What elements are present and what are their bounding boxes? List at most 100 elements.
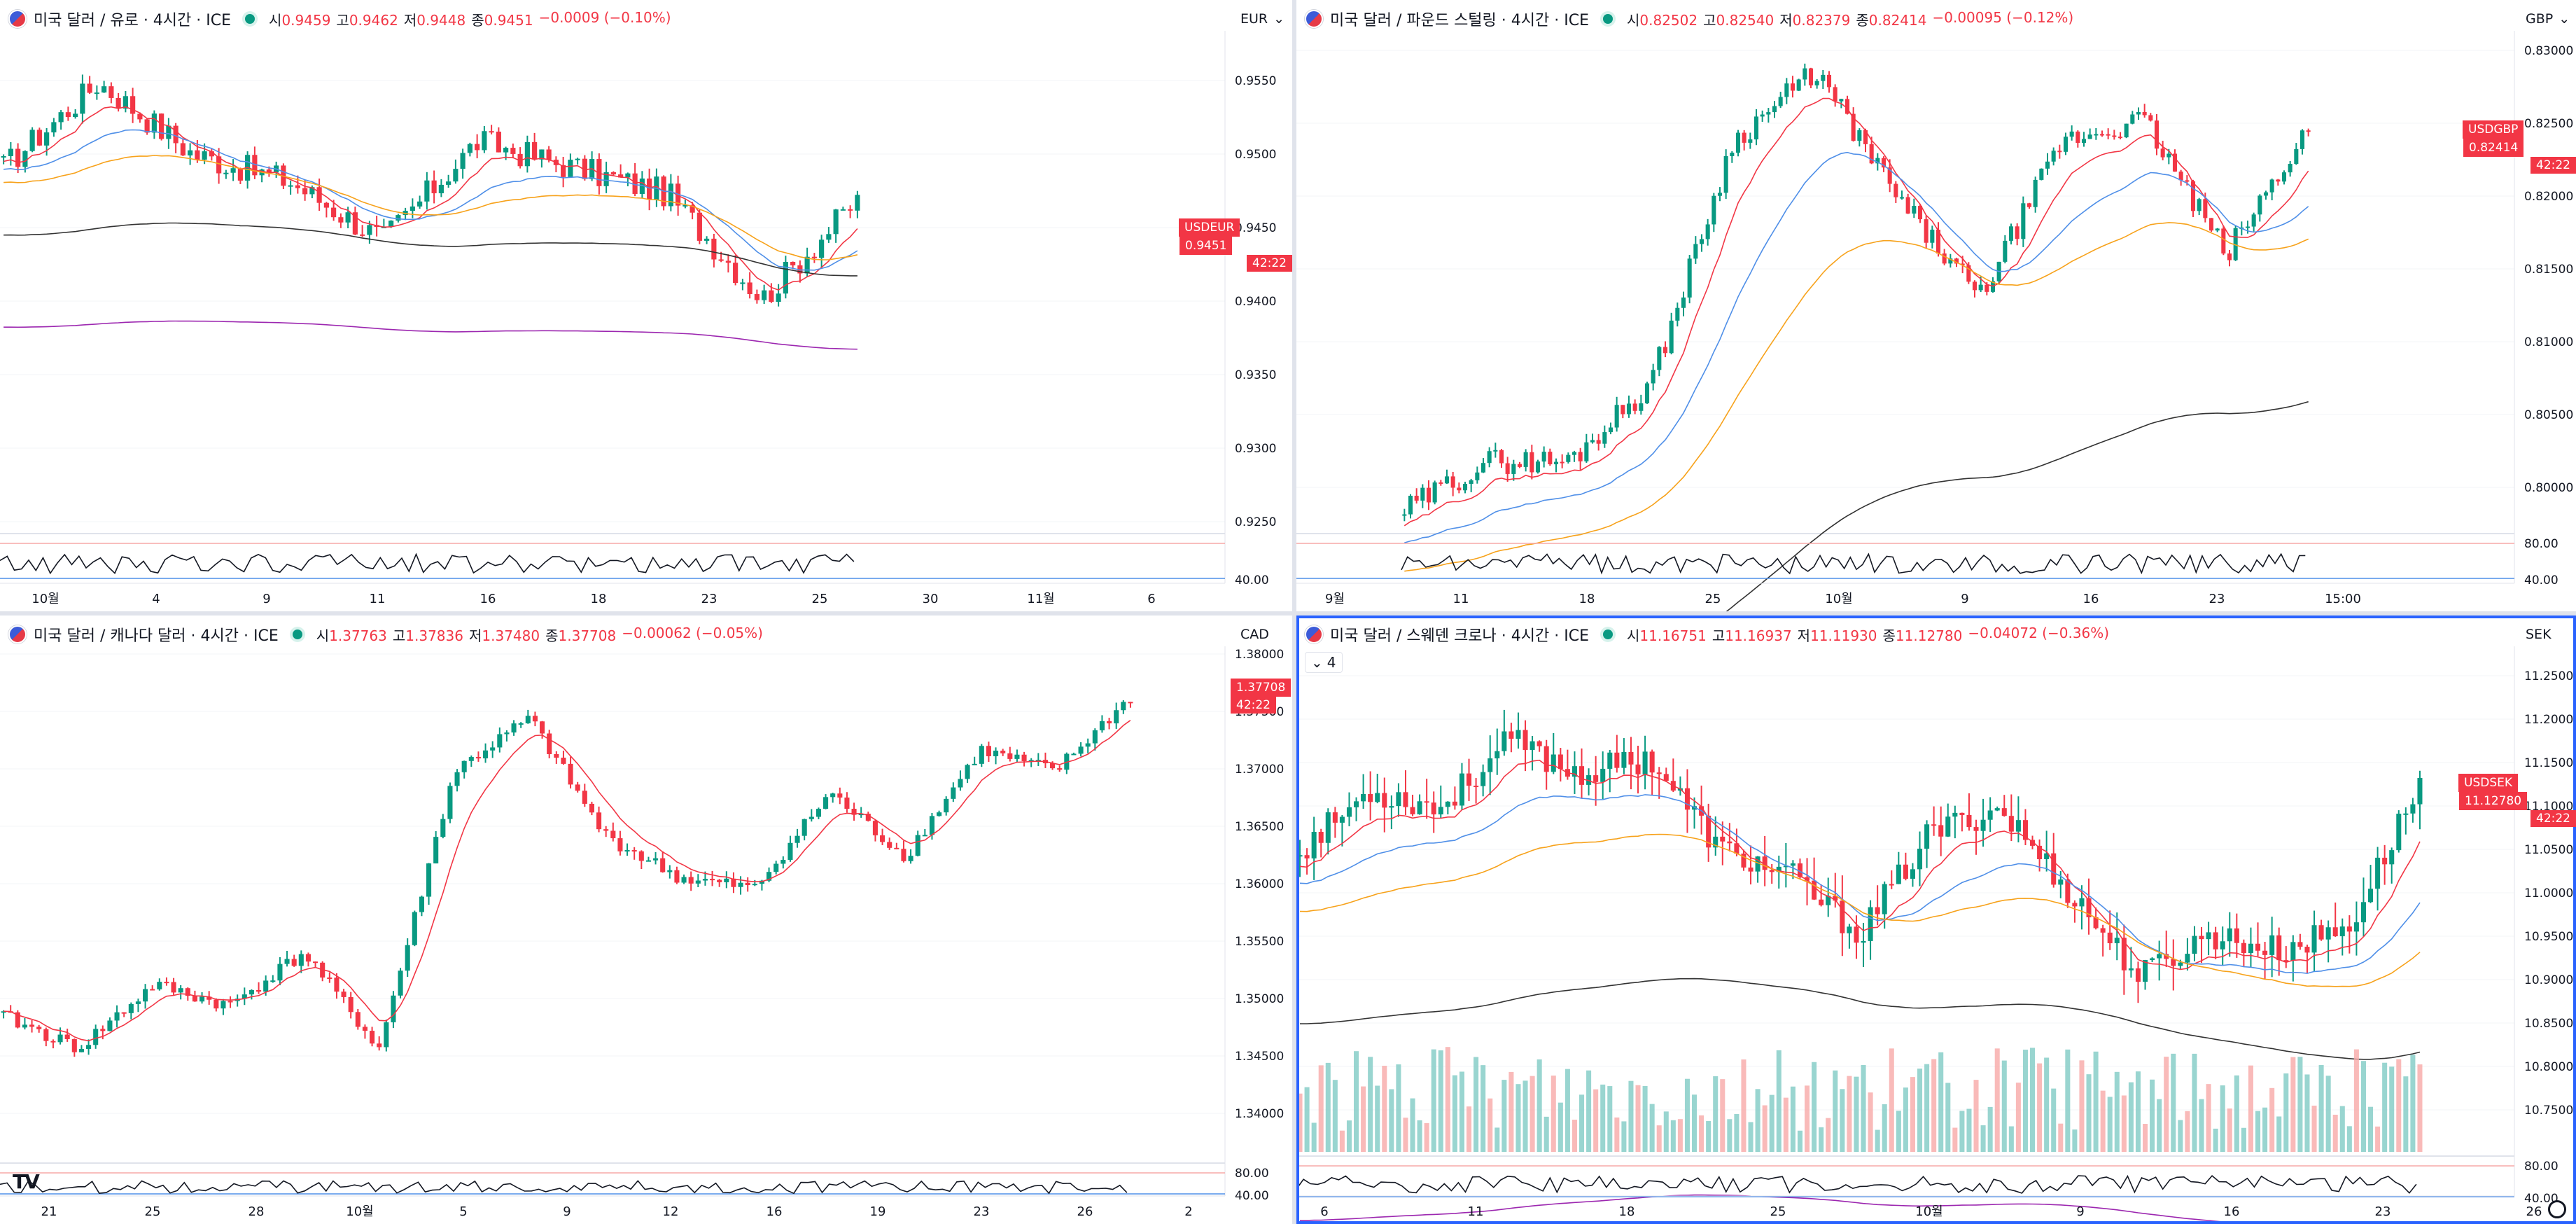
- volume-bar: [1607, 1086, 1613, 1152]
- currency-select[interactable]: EUR ⌄: [1233, 7, 1292, 31]
- candle-body: [826, 234, 832, 240]
- chart-pane-usdcad[interactable]: 1.380001.375001.370001.365001.360001.355…: [0, 616, 1292, 1224]
- volume-bar: [1840, 1089, 1845, 1152]
- volume-bar: [1945, 1083, 1951, 1152]
- candle-body: [2106, 134, 2110, 136]
- candle-body: [783, 261, 788, 294]
- candle-body: [2015, 226, 2019, 239]
- candle-body: [65, 112, 71, 118]
- candle-body: [554, 753, 559, 758]
- candle-body: [1402, 514, 1407, 516]
- volume-bar: [1762, 1105, 1768, 1152]
- candle-body: [1821, 74, 1826, 81]
- volume-bar: [1903, 1087, 1908, 1152]
- candle-body: [1994, 808, 2000, 811]
- candle-body: [2251, 214, 2256, 227]
- volume-bar: [2339, 1106, 2345, 1152]
- chart-canvas-usdgbp[interactable]: 0.83000 0.82500 0.82000 0.81500 0.81000 0.805…: [1296, 0, 2576, 611]
- symbol-title[interactable]: 미국 달러 / 파운드 스털링 · 4시간 · ICE: [1330, 12, 1589, 29]
- candle-body: [1863, 130, 1868, 144]
- candle-body: [166, 125, 172, 139]
- candle-body: [752, 884, 757, 886]
- candle-body: [2269, 935, 2275, 955]
- candle-body: [248, 989, 254, 995]
- candle-body: [1494, 751, 1500, 759]
- candle-body: [1396, 792, 1401, 807]
- price-tick-label: 0.80500: [2524, 408, 2573, 422]
- candle-body: [1339, 816, 1345, 823]
- moving-average-line: [4, 320, 858, 350]
- legend-header[interactable]: 미국 달러 / 유로 · 4시간 · ICE 시0.9459 고0.9462 저…: [8, 7, 671, 31]
- candle-body: [1980, 819, 1986, 831]
- pane-divider-horizontal[interactable]: [0, 611, 2576, 616]
- ohlc-values: 시11.16751 고11.16937 저11.11930 종11.12780 …: [1627, 625, 2109, 645]
- tradingview-logo[interactable]: TV: [13, 1170, 40, 1193]
- volume-bar: [2086, 1074, 2092, 1152]
- candle-body: [2192, 936, 2197, 954]
- ohlc-value-close: 0.9451: [484, 11, 533, 29]
- pane-divider-vertical[interactable]: [1292, 0, 1296, 1224]
- candle-body: [596, 159, 602, 186]
- last-price-badge: 1.37708 42:22: [1231, 679, 1292, 714]
- candle-body: [1881, 158, 1886, 168]
- candle-body: [180, 143, 186, 155]
- candle-body: [2021, 203, 2026, 239]
- candle-body: [2124, 123, 2129, 138]
- ohlc-label-high: 고: [336, 11, 349, 29]
- candle-body: [596, 812, 602, 830]
- volume-bar: [1297, 1093, 1303, 1152]
- chart-canvas-usdeur[interactable]: 0.9550 0.9500 0.9450 0.9400 0.9350 0.9300 0.92…: [0, 0, 1292, 611]
- price-tick-label: 11.15000: [2524, 756, 2576, 770]
- time-tick-label: 9월: [1325, 592, 1345, 606]
- candle-body: [313, 961, 318, 964]
- candle-body: [1814, 81, 1819, 85]
- legend-header[interactable]: 미국 달러 / 스웨덴 크로나 · 4시간 · ICE 시11.16751 고1…: [1305, 623, 2109, 646]
- candle-body: [704, 238, 710, 241]
- price-tick-label: 1.35000: [1235, 992, 1284, 1006]
- candle-body: [540, 721, 545, 734]
- volume-bar: [2171, 1053, 2176, 1152]
- time-tick-label: 16: [480, 592, 496, 606]
- symbol-title[interactable]: 미국 달러 / 유로 · 4시간 · ICE: [34, 12, 232, 29]
- currency-select[interactable]: GBP ⌄: [2519, 7, 2576, 31]
- volume-bar: [1854, 1076, 1859, 1152]
- legend-header[interactable]: 미국 달러 / 캐나다 달러 · 4시간 · ICE 시1.37763 고1.3…: [8, 623, 763, 646]
- candle-body: [159, 113, 164, 139]
- legend-header[interactable]: 미국 달러 / 파운드 스털링 · 4시간 · ICE 시0.82502 고0.…: [1305, 7, 2073, 31]
- candle-body: [696, 212, 702, 241]
- symbol-title[interactable]: 미국 달러 / 스웨덴 크로나 · 4시간 · ICE: [1330, 627, 1589, 645]
- candle-body: [816, 809, 821, 817]
- candle-body: [568, 763, 573, 785]
- gear-icon[interactable]: [2548, 1200, 2566, 1218]
- candle-body: [1713, 836, 1718, 848]
- market-status-icon: [1602, 14, 1613, 24]
- currency-select[interactable]: CAD: [1233, 623, 1276, 646]
- currency-select[interactable]: SEK: [2519, 623, 2558, 646]
- candle-body: [1723, 155, 1728, 193]
- chart-canvas-usdcad[interactable]: 1.380001.375001.370001.365001.360001.355…: [0, 616, 1292, 1224]
- volume-bar: [1410, 1098, 1415, 1152]
- oscillator-line: [1296, 1174, 2417, 1194]
- candle-body: [1924, 219, 1928, 243]
- symbol-title[interactable]: 미국 달러 / 캐나다 달러 · 4시간 · ICE: [34, 627, 279, 645]
- candle-body: [100, 1029, 106, 1031]
- chart-pane-usdgbp[interactable]: 0.83000 0.82500 0.82000 0.81500 0.81000 0.805…: [1296, 0, 2576, 611]
- chart-canvas-usdsek[interactable]: 11.2500011.2000011.1500011.1000011.05000…: [1296, 616, 2576, 1224]
- candle-body: [2353, 922, 2359, 932]
- candle-body: [15, 1012, 20, 1028]
- chevron-down-icon: ⌄: [2558, 11, 2570, 27]
- badge-price: 0.9451: [1179, 237, 1233, 255]
- time-tick-label: 16: [2224, 1204, 2240, 1219]
- chart-pane-usdsek[interactable]: 11.25000 11.20000 11.15000 11.10000 11.05000…: [1296, 616, 2576, 1224]
- candle-body: [2057, 151, 2062, 153]
- indicators-toggle[interactable]: ⌄ 4: [1305, 652, 1343, 673]
- candle-body: [1705, 224, 1710, 239]
- candle-body: [2269, 179, 2274, 193]
- candle-body: [2248, 943, 2253, 954]
- candle-body: [1635, 764, 1641, 774]
- volume-bar: [1713, 1076, 1718, 1152]
- candle-body: [2382, 857, 2388, 865]
- candle-body: [323, 202, 329, 208]
- chart-pane-usdeur[interactable]: 0.9550 0.9500 0.9450 0.9400 0.9350 0.9300 0.92…: [0, 0, 1292, 611]
- candle-body: [1776, 866, 1782, 872]
